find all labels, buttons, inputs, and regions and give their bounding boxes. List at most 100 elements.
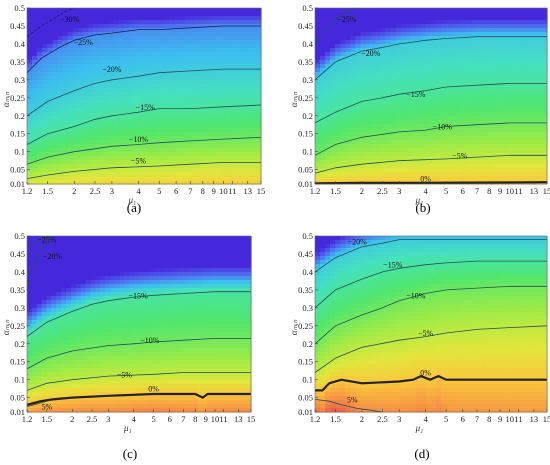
heat-cell bbox=[390, 88, 397, 93]
heat-cell bbox=[90, 360, 96, 365]
heat-cell bbox=[82, 32, 89, 37]
heat-cell bbox=[330, 28, 336, 33]
heat-cell bbox=[189, 156, 196, 161]
heat-cell bbox=[365, 100, 372, 105]
heat-cell bbox=[77, 16, 84, 21]
heat-cell bbox=[75, 352, 82, 357]
heat-cell bbox=[230, 100, 237, 105]
heat-cell bbox=[109, 348, 116, 353]
heat-cell bbox=[526, 80, 533, 85]
heat-cell bbox=[415, 44, 422, 49]
heat-cell bbox=[451, 112, 457, 117]
heat-cell bbox=[56, 312, 62, 317]
heat-cell bbox=[441, 160, 447, 165]
heat-cell bbox=[103, 120, 109, 125]
heat-cell bbox=[210, 40, 216, 45]
heat-cell bbox=[169, 32, 176, 37]
heat-cell bbox=[57, 92, 64, 97]
heat-cell bbox=[466, 76, 472, 81]
heat-cell bbox=[95, 360, 101, 365]
heat-cell bbox=[425, 60, 432, 65]
heat-cell bbox=[420, 56, 427, 61]
heat-cell bbox=[47, 84, 54, 89]
heat-cell bbox=[436, 128, 442, 133]
heat-cell bbox=[461, 144, 467, 149]
heat-cell bbox=[113, 28, 120, 33]
heat-cell bbox=[36, 408, 43, 413]
heat-cell bbox=[405, 156, 412, 161]
heat-cell bbox=[159, 92, 165, 97]
heat-cell bbox=[431, 100, 437, 105]
heat-cell bbox=[128, 140, 135, 145]
heat-cell bbox=[95, 328, 101, 333]
heat-cell bbox=[501, 44, 508, 49]
heat-cell bbox=[521, 28, 528, 33]
heat-cell bbox=[441, 64, 447, 69]
heat-cell bbox=[210, 16, 216, 21]
heat-cell bbox=[340, 24, 346, 29]
heat-cell bbox=[90, 292, 96, 297]
heat-cell bbox=[103, 88, 109, 93]
heat-cell bbox=[446, 92, 452, 97]
heat-cell bbox=[390, 124, 397, 129]
heat-cell bbox=[225, 108, 232, 113]
heat-cell bbox=[365, 168, 372, 173]
heat-cell bbox=[496, 60, 503, 65]
heat-cell bbox=[315, 172, 321, 177]
heat-cell bbox=[390, 120, 397, 125]
heat-cell bbox=[27, 32, 33, 37]
heat-cell bbox=[51, 312, 57, 317]
heat-cell bbox=[36, 316, 43, 321]
heat-cell bbox=[174, 172, 181, 177]
heat-cell bbox=[98, 60, 104, 65]
heat-cell bbox=[405, 36, 412, 41]
heat-cell bbox=[184, 124, 191, 129]
heat-cell bbox=[52, 132, 59, 137]
heat-cell bbox=[174, 48, 181, 53]
heat-cell bbox=[410, 144, 417, 149]
heat-cell bbox=[31, 320, 38, 325]
heat-cell bbox=[446, 120, 452, 125]
x-tick-label: 8 bbox=[487, 186, 491, 196]
heat-cell bbox=[37, 24, 43, 29]
heat-cell bbox=[405, 100, 412, 105]
y-axis-label: αₘᵢₙ bbox=[289, 91, 299, 107]
heat-cell bbox=[179, 168, 186, 173]
heat-cell bbox=[315, 8, 321, 13]
heat-cell bbox=[486, 60, 493, 65]
heat-cell bbox=[164, 8, 171, 13]
heat-cell bbox=[375, 16, 382, 21]
heat-cell bbox=[395, 96, 402, 101]
heat-cell bbox=[365, 136, 372, 141]
heat-cell bbox=[65, 340, 72, 345]
heat-cell bbox=[340, 168, 346, 173]
heat-cell bbox=[420, 16, 427, 21]
heat-cell bbox=[476, 36, 483, 41]
heat-cell bbox=[36, 364, 43, 369]
heat-cell bbox=[466, 84, 472, 89]
heat-cell bbox=[77, 56, 84, 61]
heat-cell bbox=[345, 16, 351, 21]
heat-cell bbox=[80, 364, 87, 369]
heat-cell bbox=[225, 180, 232, 185]
heat-cell bbox=[511, 20, 518, 25]
heat-cell bbox=[90, 404, 96, 409]
heat-cell bbox=[521, 92, 528, 97]
heat-cell bbox=[90, 308, 96, 313]
heat-cell bbox=[93, 64, 99, 69]
heat-cell bbox=[355, 56, 361, 61]
heat-cell bbox=[536, 100, 543, 105]
heat-cell bbox=[496, 24, 503, 29]
heat-cell bbox=[235, 116, 242, 121]
heat-cell bbox=[521, 68, 528, 73]
heat-cell bbox=[27, 360, 33, 365]
heat-cell bbox=[100, 256, 106, 261]
heat-cell bbox=[320, 164, 326, 169]
heat-cell bbox=[340, 144, 346, 149]
heat-cell bbox=[461, 52, 467, 57]
heat-cell bbox=[98, 124, 104, 129]
heat-cell bbox=[57, 144, 64, 149]
heat-cell bbox=[335, 36, 341, 41]
heat-cell bbox=[365, 12, 372, 17]
heat-cell bbox=[46, 236, 52, 241]
